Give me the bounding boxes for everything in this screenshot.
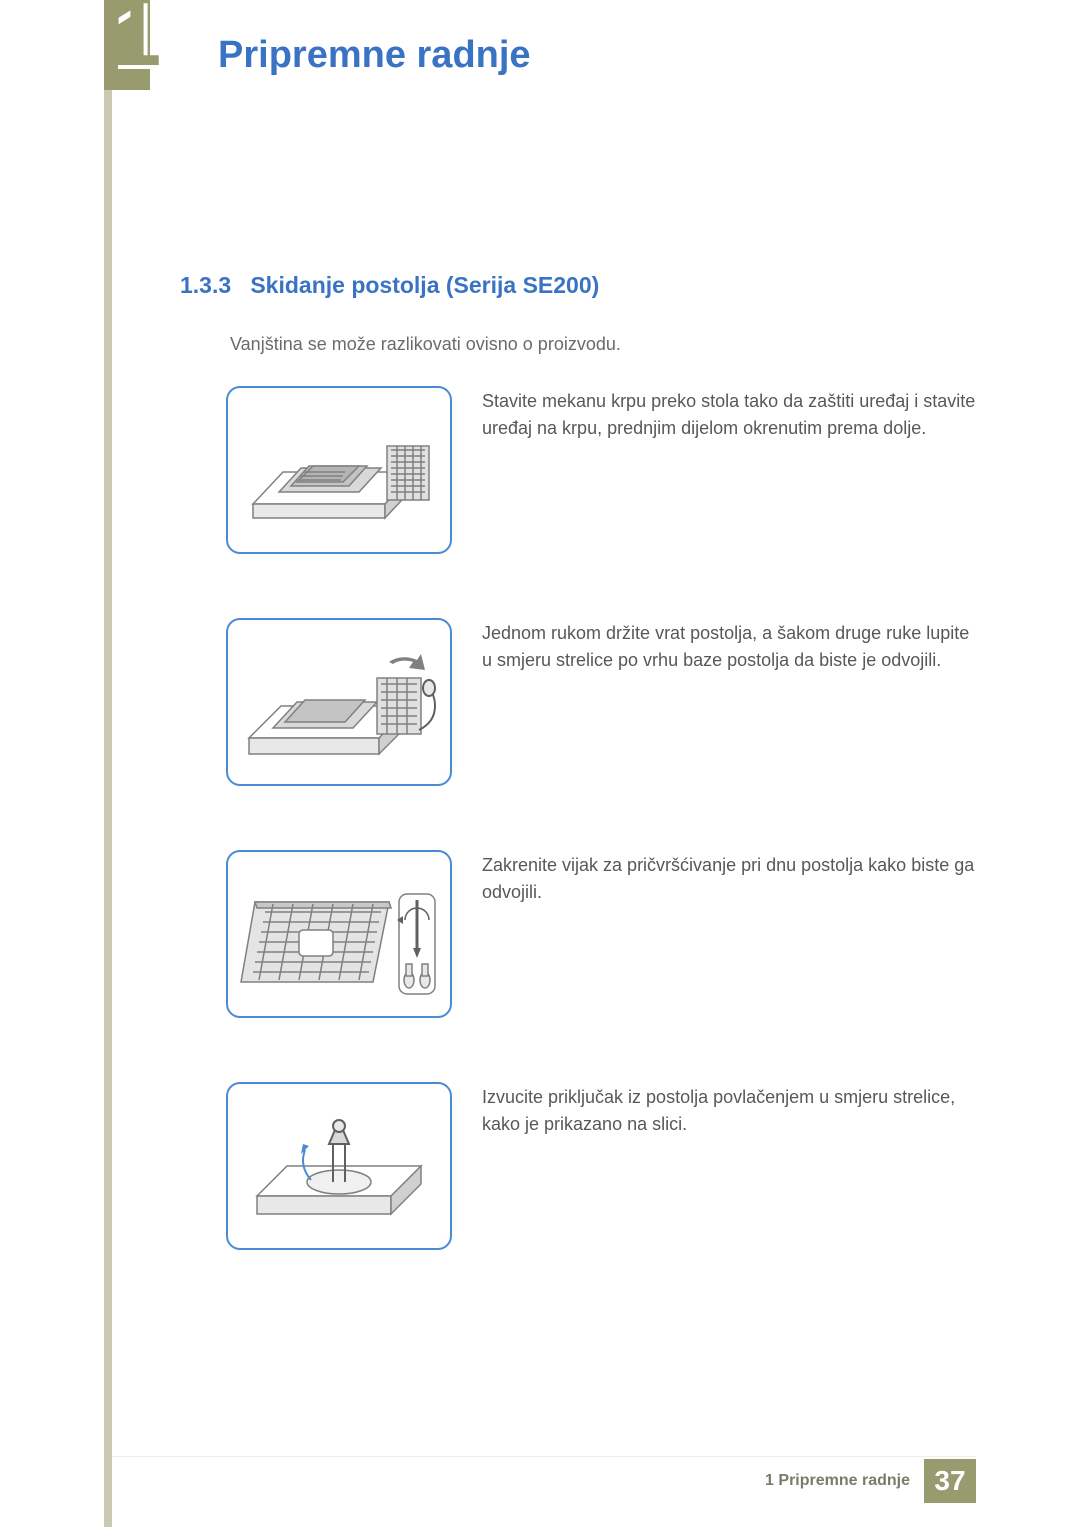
step-2-text: Jednom rukom držite vrat postolja, a šak… [482,618,982,674]
figure-monitor-on-cloth [226,386,452,554]
page-number: 37 [924,1459,976,1503]
step-4: Izvucite priključak iz postolja povlačen… [226,1082,982,1250]
footer-chapter-number: 1 [765,1472,774,1489]
monitor-on-cloth-icon [239,400,439,540]
footer: 1 Pripremne radnje 37 [765,1459,976,1503]
step-3: Zakrenite vijak za pričvršćivanje pri dn… [226,850,982,1018]
step-4-text: Izvucite priključak iz postolja povlačen… [482,1082,982,1138]
page-root: 1 1 Pripremne radnje 1.3.3 Skidanje post… [0,0,1080,1527]
side-strip [104,0,112,1527]
section-heading: 1.3.3 Skidanje postolja (Serija SE200) [180,272,599,299]
step-2: Jednom rukom držite vrat postolja, a šak… [226,618,982,786]
figure-unscrew-base [226,850,452,1018]
footer-rule [104,1456,976,1457]
chapter-number: 1 [108,0,157,88]
step-1: Stavite mekanu krpu preko stola tako da … [226,386,982,554]
section-title: Skidanje postolja (Serija SE200) [250,272,599,298]
strike-base-icon [239,632,439,772]
figure-pull-connector [226,1082,452,1250]
chapter-title: Pripremne radnje [218,34,531,77]
footer-label: 1 Pripremne radnje [765,1472,910,1490]
footer-chapter-title: Pripremne radnje [778,1472,910,1489]
intro-text: Vanjština se može razlikovati ovisno o p… [230,334,621,355]
figure-strike-base [226,618,452,786]
step-3-text: Zakrenite vijak za pričvršćivanje pri dn… [482,850,982,906]
pull-connector-icon [239,1096,439,1236]
step-1-text: Stavite mekanu krpu preko stola tako da … [482,386,982,442]
unscrew-base-icon [239,864,439,1004]
section-number: 1.3.3 [180,272,231,298]
